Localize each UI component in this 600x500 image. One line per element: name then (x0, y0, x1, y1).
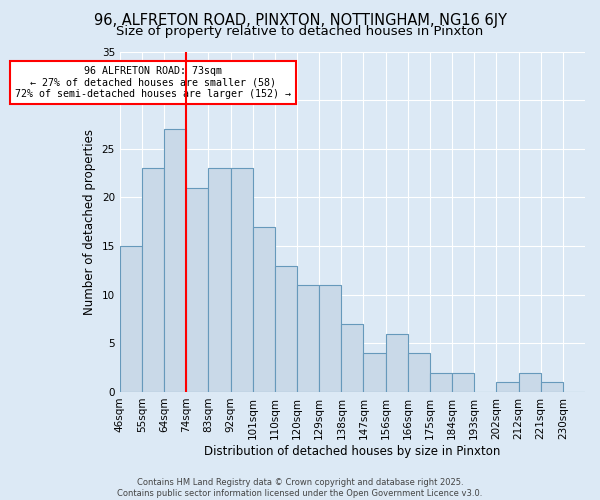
Y-axis label: Number of detached properties: Number of detached properties (83, 128, 96, 314)
Bar (364, 353, 386, 392)
Bar (120, 246, 142, 392)
Bar (230, 168, 253, 392)
Bar (341, 324, 364, 392)
Bar (386, 334, 408, 392)
X-axis label: Distribution of detached houses by size in Pinxton: Distribution of detached houses by size … (204, 444, 500, 458)
Text: Size of property relative to detached houses in Pinxton: Size of property relative to detached ho… (116, 25, 484, 38)
Bar (297, 285, 319, 392)
Bar (275, 266, 297, 392)
Bar (253, 226, 275, 392)
Bar (319, 285, 341, 392)
Bar (142, 168, 164, 392)
Bar (408, 353, 430, 392)
Bar (452, 372, 474, 392)
Text: 96 ALFRETON ROAD: 73sqm
← 27% of detached houses are smaller (58)
72% of semi-de: 96 ALFRETON ROAD: 73sqm ← 27% of detache… (15, 66, 291, 100)
Bar (186, 188, 208, 392)
Bar (496, 382, 518, 392)
Bar (430, 372, 452, 392)
Bar (518, 372, 541, 392)
Bar (541, 382, 563, 392)
Bar (164, 130, 186, 392)
Text: Contains HM Land Registry data © Crown copyright and database right 2025.
Contai: Contains HM Land Registry data © Crown c… (118, 478, 482, 498)
Bar (208, 168, 230, 392)
Text: 96, ALFRETON ROAD, PINXTON, NOTTINGHAM, NG16 6JY: 96, ALFRETON ROAD, PINXTON, NOTTINGHAM, … (94, 12, 506, 28)
